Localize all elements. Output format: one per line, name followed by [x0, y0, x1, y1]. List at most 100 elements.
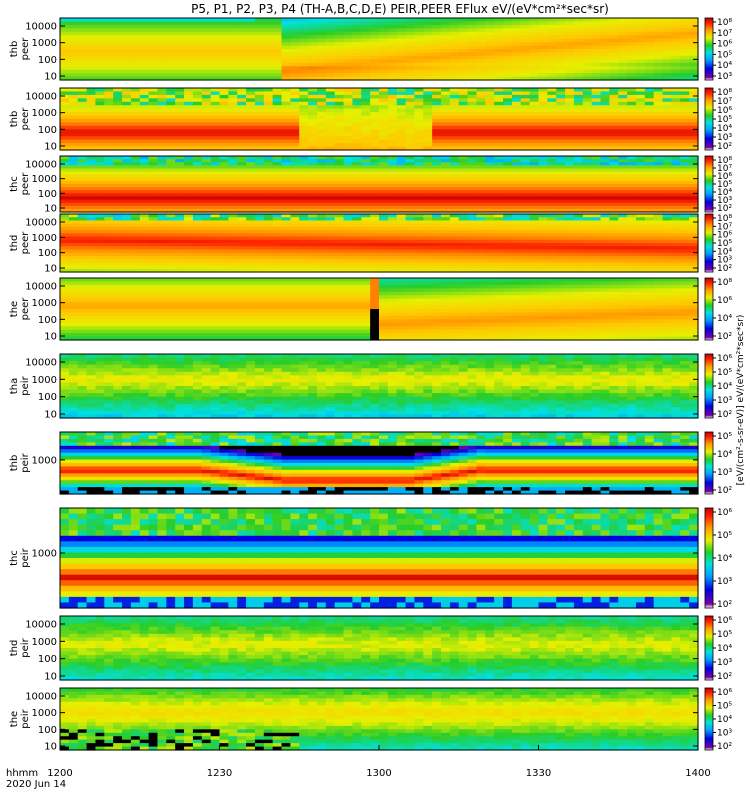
heatmap-cell	[494, 196, 504, 201]
heatmap-cell	[653, 159, 664, 163]
heatmap-cell	[166, 45, 176, 50]
heatmap-cell	[591, 42, 602, 47]
heatmap-cell	[157, 91, 167, 96]
heatmap-cell	[414, 146, 424, 151]
heatmap-cell	[653, 52, 664, 57]
heatmap-cell	[476, 119, 486, 124]
heatmap-cell	[86, 159, 97, 163]
heatmap-cell	[503, 59, 513, 64]
heatmap-cell	[609, 132, 619, 137]
heatmap-cell	[343, 55, 354, 60]
heatmap-cell	[86, 136, 97, 141]
heatmap-cell	[95, 156, 105, 160]
heatmap-cell	[671, 125, 681, 130]
heatmap-cell	[689, 35, 699, 40]
heatmap-cell	[414, 202, 424, 207]
heatmap-cell	[387, 146, 398, 151]
heatmap-cell	[334, 42, 345, 47]
heatmap-cell	[476, 28, 486, 33]
heatmap-cell	[671, 49, 681, 54]
heatmap-cell	[449, 101, 460, 106]
heatmap-cell	[281, 184, 291, 188]
heatmap-cell	[582, 119, 593, 124]
heatmap-cell	[68, 112, 79, 117]
heatmap-cell	[494, 59, 504, 64]
heatmap-cell	[538, 101, 548, 106]
heatmap-cell	[104, 208, 114, 213]
heatmap-cell	[591, 28, 602, 33]
heatmap-cell	[246, 62, 256, 67]
heatmap-cell	[95, 199, 105, 204]
heatmap-cell	[77, 28, 88, 33]
heatmap-cell	[653, 184, 664, 188]
heatmap-cell	[432, 156, 442, 160]
heatmap-cell	[246, 42, 256, 47]
heatmap-cell	[201, 55, 212, 60]
colorbar-tick-label: 10⁸	[717, 88, 732, 98]
heatmap-cell	[538, 187, 548, 191]
heatmap-cell	[627, 168, 637, 173]
heatmap-cell	[387, 59, 398, 64]
heatmap-cell	[556, 156, 566, 160]
heatmap-cell	[290, 91, 300, 96]
heatmap-cell	[325, 190, 336, 194]
heatmap-cell	[184, 168, 194, 173]
heatmap-cell	[281, 156, 291, 160]
heatmap-cell	[157, 52, 167, 57]
heatmap-cell	[680, 101, 690, 106]
heatmap-cell	[494, 143, 504, 148]
heatmap-cell	[600, 162, 610, 166]
heatmap-cell	[458, 190, 469, 194]
heatmap-cell	[618, 52, 628, 57]
heatmap-cell	[325, 66, 336, 71]
heatmap-cell	[246, 125, 256, 130]
heatmap-cell	[387, 108, 398, 113]
heatmap-cell	[157, 139, 167, 144]
heatmap-cell	[166, 122, 176, 127]
heatmap-cell	[671, 190, 681, 194]
heatmap-cell	[379, 101, 389, 106]
heatmap-cell	[104, 108, 114, 113]
heatmap-cell	[396, 24, 407, 29]
heatmap-cell	[175, 62, 185, 67]
heatmap-cell	[494, 146, 504, 151]
heatmap-cell	[308, 69, 318, 74]
heatmap-cell	[556, 119, 566, 124]
heatmap-cell	[396, 136, 407, 141]
heatmap-cell	[449, 108, 460, 113]
heatmap-cell	[104, 91, 114, 96]
heatmap-cell	[600, 132, 610, 137]
heatmap-cell	[175, 122, 185, 127]
heatmap-cell	[219, 55, 229, 60]
heatmap-cell	[600, 18, 610, 23]
heatmap-cell	[60, 139, 70, 144]
heatmap-cell	[166, 168, 176, 173]
heatmap-cell	[511, 52, 522, 57]
heatmap-cell	[272, 122, 283, 127]
heatmap-cell	[308, 45, 318, 50]
heatmap-cell	[281, 132, 291, 137]
heatmap-cell	[671, 105, 681, 110]
heatmap-cell	[520, 190, 531, 194]
heatmap-cell	[334, 119, 345, 124]
heatmap-cell	[618, 146, 628, 151]
heatmap-cell	[228, 94, 238, 99]
heatmap-cell	[387, 132, 398, 137]
heatmap-cell	[449, 136, 460, 141]
heatmap-cell	[476, 66, 486, 71]
heatmap-cell	[272, 18, 283, 23]
heatmap-cell	[591, 125, 602, 130]
heatmap-cell	[210, 35, 221, 40]
heatmap-cell	[325, 112, 336, 117]
heatmap-cell	[449, 69, 460, 74]
heatmap-cell	[503, 91, 513, 96]
heatmap-cell	[254, 59, 265, 64]
heatmap-cell	[60, 143, 70, 148]
heatmap-cell	[423, 122, 433, 127]
heatmap-cell	[192, 69, 203, 74]
heatmap-cell	[308, 115, 318, 120]
heatmap-cell	[68, 162, 79, 166]
heatmap-cell	[237, 193, 247, 198]
heatmap-cell	[210, 69, 221, 74]
